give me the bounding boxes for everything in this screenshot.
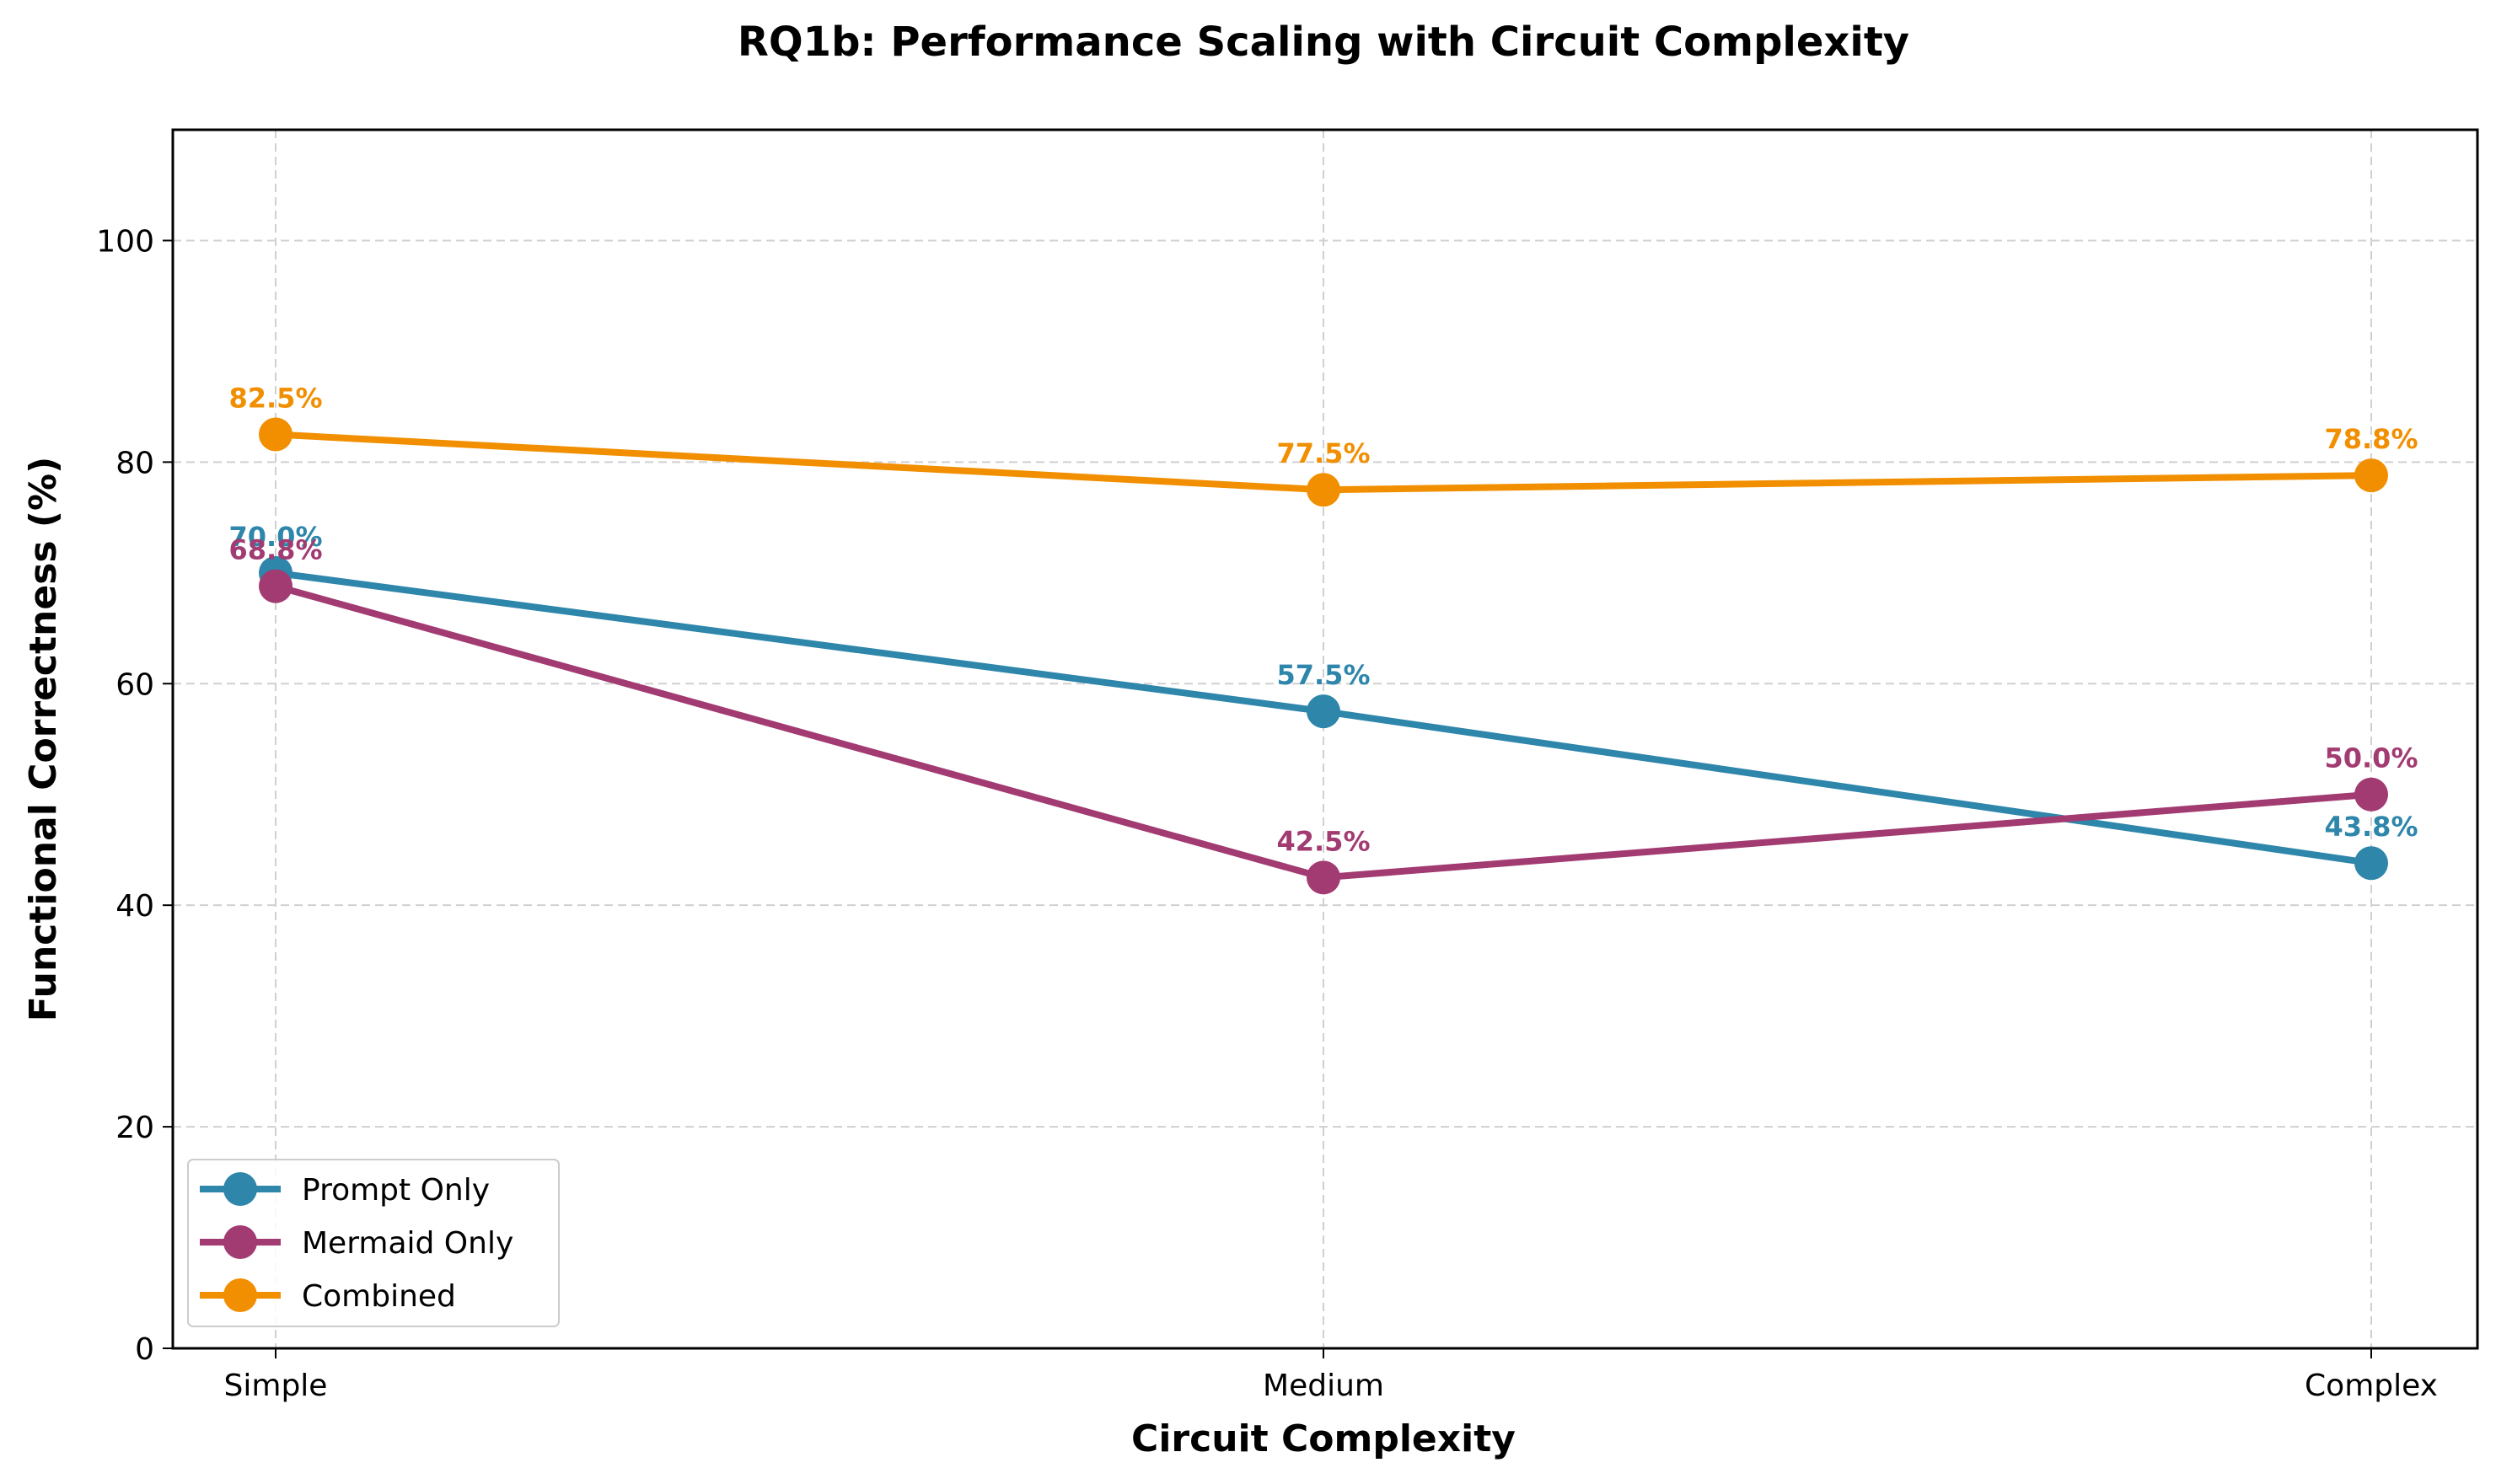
legend-box xyxy=(187,1159,560,1327)
data-point xyxy=(2354,846,2388,881)
series-mermaid-only: 68.8% 42.5% 50.0% xyxy=(228,534,2418,895)
y-tick-label: 60 xyxy=(115,667,154,702)
legend-marker xyxy=(223,1278,257,1312)
series-combined: 82.5% 77.5% 78.8% xyxy=(228,383,2418,507)
data-label: 77.5% xyxy=(1276,437,1370,469)
legend-marker xyxy=(223,1225,257,1259)
data-point xyxy=(1307,860,1340,895)
data-label: 43.8% xyxy=(2324,811,2418,843)
x-axis-label: Circuit Complexity xyxy=(1131,1417,1516,1460)
y-axis: 0 20 40 60 80 100 xyxy=(96,224,173,1367)
chart-title: RQ1b: Performance Scaling with Circuit C… xyxy=(738,19,1909,66)
x-tick-label: Medium xyxy=(1263,1369,1384,1403)
series-layer: 70.0% 57.5% 43.8% 68.8% 42.5% 50.0% 82.5% 77.5%… xyxy=(228,383,2418,895)
x-tick-label: Simple xyxy=(224,1369,328,1403)
legend-label: Combined xyxy=(302,1279,456,1314)
y-tick-label: 40 xyxy=(115,889,154,924)
y-tick-label: 0 xyxy=(135,1332,154,1367)
y-axis-label: Functional Correctness (%) xyxy=(22,457,65,1021)
legend: Prompt Only Mermaid Only Combined xyxy=(187,1159,560,1327)
legend-item: Mermaid Only xyxy=(200,1225,513,1261)
y-tick-label: 100 xyxy=(96,224,154,259)
legend-marker xyxy=(223,1172,257,1206)
data-label: 50.0% xyxy=(2324,742,2418,774)
data-point xyxy=(259,417,293,452)
data-label: 57.5% xyxy=(1276,659,1370,691)
plot-frame xyxy=(171,128,2479,1350)
data-label: 42.5% xyxy=(1276,825,1370,857)
legend-label: Prompt Only xyxy=(302,1173,490,1208)
y-tick-label: 80 xyxy=(115,446,154,480)
data-point xyxy=(259,569,293,603)
data-label: 82.5% xyxy=(228,383,322,415)
x-tick-label: Complex xyxy=(2305,1369,2438,1403)
y-tick-label: 20 xyxy=(115,1111,154,1145)
data-point xyxy=(2354,777,2388,812)
legend-label: Mermaid Only xyxy=(302,1226,513,1261)
grid xyxy=(173,130,2477,1349)
x-axis: Simple Medium Complex xyxy=(224,1348,2438,1403)
data-point xyxy=(1307,694,1340,729)
data-label: 78.8% xyxy=(2324,423,2418,455)
data-label: 68.8% xyxy=(228,534,322,566)
legend-item: Combined xyxy=(200,1278,456,1314)
data-label: 70.0% xyxy=(228,521,322,553)
data-point xyxy=(1307,473,1340,507)
data-point xyxy=(2354,458,2388,493)
legend-item: Prompt Only xyxy=(200,1172,490,1208)
